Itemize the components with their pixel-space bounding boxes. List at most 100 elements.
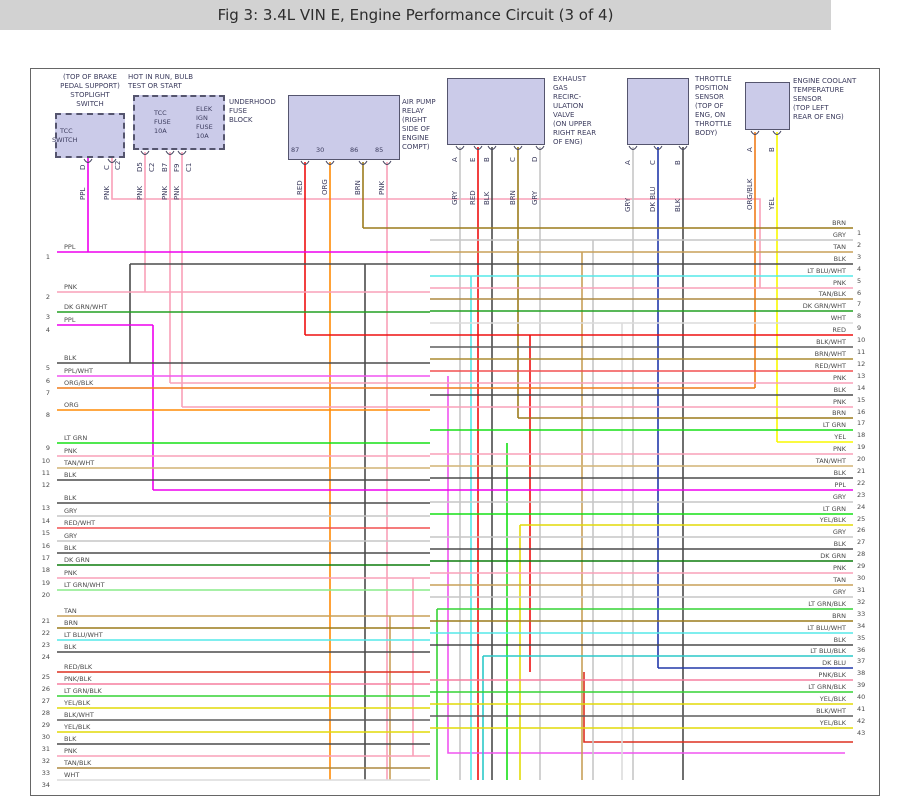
engine-coolant-temp-sensor-wire-label: ORG/BLK	[746, 178, 754, 210]
air-pump-relay-inner-text-1: 30	[316, 146, 325, 154]
engine-coolant-temp-sensor-side-label: ENGINE COOLANT TEMPERATURE SENSOR (TOP LEFT…	[793, 77, 856, 122]
right-row-6-label: PNK	[832, 279, 846, 287]
left-row-30-number: 30	[41, 733, 50, 741]
engine-coolant-temp-sensor-pin-B: B	[768, 147, 776, 152]
right-row-38-number: 38	[857, 669, 866, 677]
left-row-3-number: 3	[45, 313, 50, 321]
right-row-33-number: 33	[857, 610, 866, 618]
left-row-33-label: TAN/BLK	[64, 759, 92, 767]
egr-valve-side-label-line: GAS	[553, 84, 568, 92]
right-row-40-number: 40	[857, 693, 866, 701]
underhood-fuse-block-pin-C1: C1	[185, 162, 193, 172]
stoplight-switch-inner-text-0: TCC	[60, 127, 73, 135]
left-row-10-label: PNK	[64, 447, 78, 455]
air-pump-relay-side-label: AIR PUMP RELAY (RIGHT SIDE OF ENGINE COMPT)	[402, 98, 436, 152]
right-row-33-label: LT GRN/BLK	[808, 600, 846, 608]
air-pump-relay-connector-arc	[325, 160, 335, 165]
left-row-9-label: LT GRN	[64, 434, 88, 442]
left-row-19-number: 19	[41, 579, 50, 587]
right-row-24-label: GRY	[832, 493, 846, 501]
right-row-10-label: RED	[832, 326, 846, 334]
right-row-42-label: BLK/WHT	[816, 707, 846, 715]
underhood-fuse-block-connector-arc	[140, 150, 150, 155]
page-title: Fig 3: 3.4L VIN E, Engine Performance Ci…	[217, 6, 614, 24]
stoplight-switch-inner-text-1: SWITCH	[52, 136, 78, 144]
stoplight-switch-box	[55, 113, 125, 158]
right-row-5-number: 5	[857, 277, 862, 285]
right-row-19-number: 19	[857, 443, 866, 451]
right-row-23-number: 23	[857, 491, 866, 499]
right-row-7-number: 7	[857, 300, 862, 308]
right-row-14-label: PNK	[832, 374, 846, 382]
right-row-23-label: PPL	[834, 481, 846, 489]
underhood-fuse-block-wire-label: PNK	[136, 185, 144, 200]
underhood-fuse-block-pin-D5: D5	[136, 162, 144, 172]
underhood-fuse-block-inner-text-5: FUSE	[196, 123, 213, 131]
right-row-8-number: 8	[857, 312, 862, 320]
air-pump-relay-side-label-line: COMPT)	[402, 143, 430, 151]
right-row-13-label: RED/WHT	[814, 362, 846, 370]
left-row-29-number: 29	[41, 721, 50, 729]
underhood-fuse-block-wire-label: PNK	[161, 185, 169, 200]
air-pump-relay-connector-arc	[382, 160, 392, 165]
underhood-fuse-block-label-line: TEST OR START	[128, 82, 182, 90]
right-row-8-label: DK GRN/WHT	[802, 302, 846, 310]
left-row-8-label: ORG	[64, 401, 79, 409]
stoplight-switch-label-line: STOPLIGHT	[70, 91, 110, 99]
throttle-position-sensor-pin-C: C	[649, 160, 657, 165]
left-row-30-label: YEL/BLK	[64, 723, 91, 731]
left-row-16-number: 16	[41, 542, 50, 550]
right-row-22-number: 22	[857, 479, 866, 487]
air-pump-relay-wire-label: RED	[296, 180, 304, 195]
left-row-23-label: LT BLU/WHT	[64, 631, 103, 639]
air-pump-relay-side-label-line: SIDE OF	[402, 125, 431, 133]
right-row-24-number: 24	[857, 503, 866, 511]
left-row-31-number: 31	[41, 745, 50, 753]
right-row-30-number: 30	[857, 574, 866, 582]
left-row-22-number: 22	[41, 629, 50, 637]
egr-valve-connector-arc	[535, 145, 545, 150]
left-row-34-number: 34	[41, 781, 50, 789]
throttle-position-sensor-side-label-line: ENG, ON	[695, 111, 726, 119]
egr-valve-wire-label: GRY	[531, 190, 539, 205]
right-row-36-label: BLK	[833, 636, 846, 644]
stoplight-switch-pin-C2: C2	[114, 160, 122, 170]
egr-valve-connector-arc	[455, 145, 465, 150]
underhood-fuse-block-inner-text-0: TCC	[154, 109, 167, 117]
left-row-28-number: 28	[41, 709, 50, 717]
wire-red-blk-31	[583, 672, 853, 743]
right-row-4-label: BLK	[833, 255, 846, 263]
throttle-position-sensor-box	[627, 78, 689, 145]
right-row-12-number: 12	[857, 360, 866, 368]
left-row-5-label: BLK	[64, 354, 77, 362]
right-row-3-label: TAN	[833, 243, 846, 251]
air-pump-relay-wire-label: BRN	[354, 180, 362, 195]
left-row-34-label: WHT	[64, 771, 80, 779]
stoplight-switch-pin-D: D	[79, 164, 87, 170]
left-row-16-label: GRY	[64, 532, 78, 540]
right-row-15-label: BLK	[833, 386, 846, 394]
right-row-11-label: BLK/WHT	[816, 338, 846, 346]
left-row-20-label: LT GRN/WHT	[64, 581, 105, 589]
air-pump-relay-box	[288, 95, 400, 160]
left-row-27-label: LT GRN/BLK	[64, 687, 102, 695]
right-row-18-label: LT GRN	[822, 421, 846, 429]
right-row-5-label: LT BLU/WHT	[807, 267, 846, 275]
egr-valve-side-label-line: (ON UPPER	[553, 120, 592, 128]
throttle-position-sensor-side-label-line: BODY)	[695, 129, 718, 137]
underhood-fuse-block-side-label-line: FUSE	[229, 107, 248, 115]
egr-valve-pin-E: E	[469, 157, 477, 162]
right-row-13-number: 13	[857, 372, 866, 380]
air-pump-relay-inner-text-2: 86	[350, 146, 359, 154]
egr-valve-side-label-line: RECIRC-	[553, 93, 582, 101]
underhood-fuse-block-side-label: UNDERHOOD FUSE BLOCK	[229, 98, 276, 125]
left-row-31-label: BLK	[64, 735, 77, 743]
underhood-fuse-block-pin-C2: C2	[148, 162, 156, 172]
right-row-4-number: 4	[857, 265, 862, 273]
throttle-position-sensor-side-label-line: THROTTLE	[695, 75, 732, 83]
throttle-position-sensor-side-label-line: POSITION	[695, 84, 729, 92]
left-row-32-label: PNK	[64, 747, 78, 755]
stoplight-switch-connector-arc	[107, 158, 117, 163]
right-row-31-number: 31	[857, 586, 866, 594]
